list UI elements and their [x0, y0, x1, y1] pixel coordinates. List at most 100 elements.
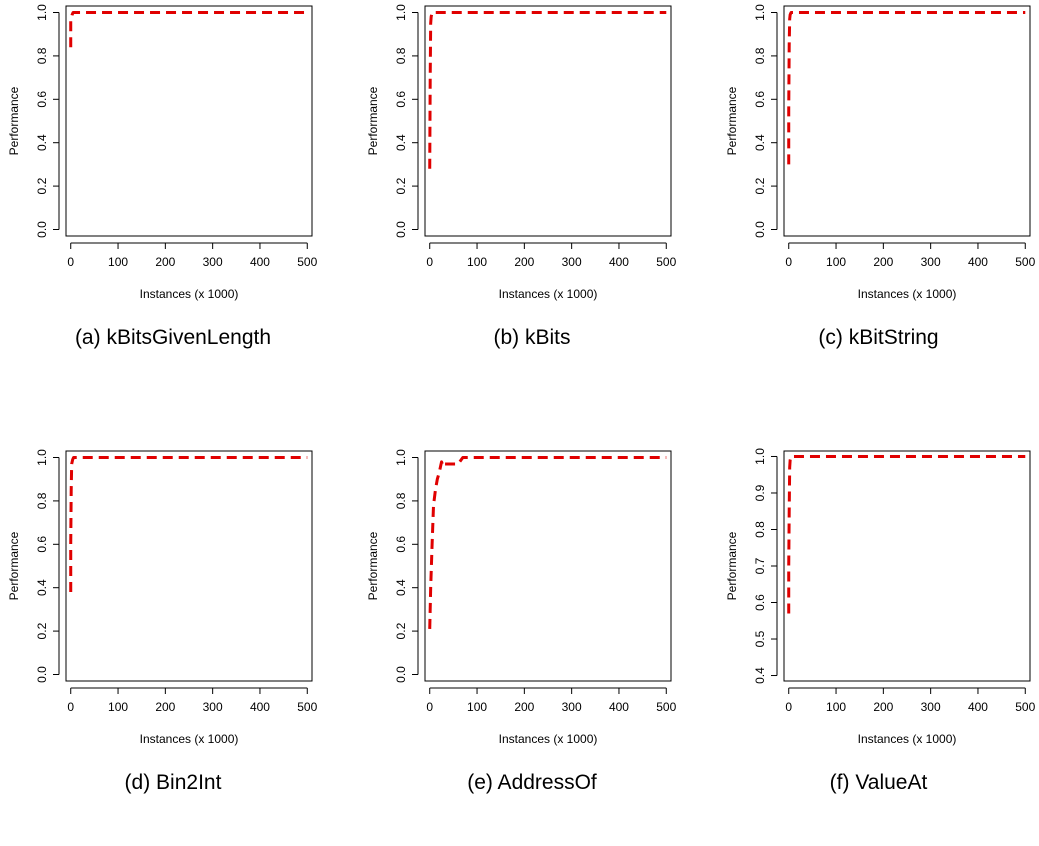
series-line: [69, 11, 308, 48]
y-tick-label: 0.8: [753, 47, 767, 64]
x-axis-label: Instances (x 1000): [140, 732, 239, 746]
x-tick-label: 100: [467, 700, 487, 714]
chart-a-svg: 0 100 200 300 400 500 0.0 0.2 0.4 0.6 0.8 1.0 Instan…: [7, 4, 318, 301]
y-tick-label: 1.0: [394, 449, 408, 466]
chart-e-caption: (e) AddressOf: [467, 771, 597, 794]
chart-c-svg: 0 100 200 300 400 500 0.0 0.2 0.4 0.6 0.8 1.0 Instan…: [725, 4, 1036, 301]
x-tick-label: 100: [108, 255, 128, 269]
x-tick-label: 300: [921, 255, 941, 269]
x-axis-label: Instances (x 1000): [499, 287, 598, 301]
series-line: [428, 456, 667, 629]
y-tick-label: 0.7: [753, 557, 767, 574]
y-tick-label: 1.0: [394, 4, 408, 21]
plot-frame: [783, 450, 1031, 682]
x-tick-label: 200: [514, 255, 534, 269]
chart-d-svg: 0 100 200 300 400 500 0.0 0.2 0.4 0.6 0.8 1.0 Instan…: [7, 449, 318, 746]
x-axis-label: Instances (x 1000): [858, 732, 957, 746]
y-axis-label: Performance: [725, 531, 739, 600]
x-tick-label: 0: [67, 700, 74, 714]
chart-panel-c: 0 100 200 300 400 500 0.0 0.2 0.4 0.6 0.8 1.0 Instan…: [718, 0, 1039, 401]
series-line: [69, 456, 308, 593]
plot-frame: [424, 450, 672, 682]
y-tick-label: 0.4: [35, 134, 49, 151]
y-tick-label: 0.0: [394, 221, 408, 238]
y-axis-label: Performance: [366, 86, 380, 155]
y-tick-label: 0.6: [753, 594, 767, 611]
y-tick-label: 0.5: [753, 630, 767, 647]
chart-a-caption: (a) kBitsGivenLength: [74, 326, 272, 349]
x-axis-label: Instances (x 1000): [140, 287, 239, 301]
x-tick-label: 100: [108, 700, 128, 714]
y-tick-label: 0.8: [35, 47, 49, 64]
y-axis-label: Performance: [366, 531, 380, 600]
chart-f-svg: 0 100 200 300 400 500 0.4 0.5 0.6 0.7 0.8 0.9 1.0 Ins…: [725, 448, 1036, 746]
chart-d-caption: (d) Bin2Int: [124, 771, 222, 794]
chart-panel-f: 0 100 200 300 400 500 0.4 0.5 0.6 0.7 0.8 0.9 1.0 Ins…: [718, 445, 1039, 846]
y-tick-label: 0.0: [753, 221, 767, 238]
y-tick-label: 0.2: [394, 177, 408, 194]
y-tick-label: 0.4: [753, 134, 767, 151]
x-axis-label: Instances (x 1000): [499, 732, 598, 746]
y-tick-label: 0.6: [753, 91, 767, 108]
y-tick-label: 0.9: [753, 484, 767, 501]
y-axis-label: Performance: [7, 531, 21, 600]
y-tick-label: 0.4: [394, 579, 408, 596]
x-tick-label: 500: [297, 255, 317, 269]
y-tick-label: 0.8: [394, 47, 408, 64]
x-tick-label: 500: [1015, 700, 1035, 714]
x-tick-label: 0: [426, 700, 433, 714]
x-tick-label: 500: [656, 700, 676, 714]
y-tick-label: 0.4: [35, 579, 49, 596]
x-tick-label: 400: [250, 700, 270, 714]
series-line: [787, 11, 1026, 165]
chart-b-svg: 0 100 200 300 400 500 0.0 0.2 0.4 0.6 0.8 1.0 Instan…: [366, 4, 677, 301]
chart-panel-e: 0 100 200 300 400 500 0.0 0.2 0.4 0.6 0.8 1.0 Instan…: [359, 445, 705, 846]
y-tick-label: 0.6: [35, 91, 49, 108]
x-tick-label: 0: [67, 255, 74, 269]
plot-frame: [424, 5, 672, 237]
chart-b-caption: (b) kBits: [493, 326, 571, 349]
x-tick-label: 500: [1015, 255, 1035, 269]
x-tick-label: 500: [297, 700, 317, 714]
y-tick-label: 0.8: [35, 492, 49, 509]
y-tick-label: 0.0: [394, 666, 408, 683]
x-tick-label: 300: [203, 700, 223, 714]
x-tick-label: 200: [514, 700, 534, 714]
x-tick-label: 200: [155, 700, 175, 714]
x-tick-label: 300: [562, 700, 582, 714]
y-tick-label: 0.6: [394, 91, 408, 108]
x-tick-label: 0: [426, 255, 433, 269]
y-tick-label: 0.0: [35, 221, 49, 238]
x-tick-label: 500: [656, 255, 676, 269]
y-tick-label: 0.8: [753, 521, 767, 538]
x-tick-label: 200: [873, 255, 893, 269]
y-tick-label: 0.2: [394, 622, 408, 639]
x-tick-label: 100: [826, 255, 846, 269]
x-tick-label: 0: [785, 700, 792, 714]
plot-frame: [65, 5, 313, 237]
chart-e-svg: 0 100 200 300 400 500 0.0 0.2 0.4 0.6 0.8 1.0 Instan…: [366, 449, 677, 746]
y-tick-label: 0.2: [753, 177, 767, 194]
y-tick-label: 0.4: [753, 667, 767, 684]
x-tick-label: 200: [873, 700, 893, 714]
y-tick-label: 0.6: [35, 536, 49, 553]
y-tick-label: 0.0: [35, 666, 49, 683]
plot-frame: [65, 450, 313, 682]
series-line: [428, 11, 667, 169]
y-tick-label: 0.6: [394, 536, 408, 553]
x-tick-label: 0: [785, 255, 792, 269]
y-tick-label: 0.2: [35, 177, 49, 194]
chart-panel-a: 0 100 200 300 400 500 0.0 0.2 0.4 0.6 0.8 1.0 Instan…: [0, 0, 346, 401]
chart-f-caption: (f) ValueAt: [829, 771, 928, 794]
y-tick-label: 1.0: [35, 4, 49, 21]
x-tick-label: 400: [609, 255, 629, 269]
y-tick-label: 0.2: [35, 622, 49, 639]
plot-frame: [783, 5, 1031, 237]
x-tick-label: 100: [826, 700, 846, 714]
chart-panel-b: 0 100 200 300 400 500 0.0 0.2 0.4 0.6 0.8 1.0 Instan…: [359, 0, 705, 401]
y-axis-label: Performance: [725, 86, 739, 155]
x-tick-label: 400: [968, 700, 988, 714]
x-tick-label: 300: [562, 255, 582, 269]
x-tick-label: 400: [250, 255, 270, 269]
x-tick-label: 200: [155, 255, 175, 269]
